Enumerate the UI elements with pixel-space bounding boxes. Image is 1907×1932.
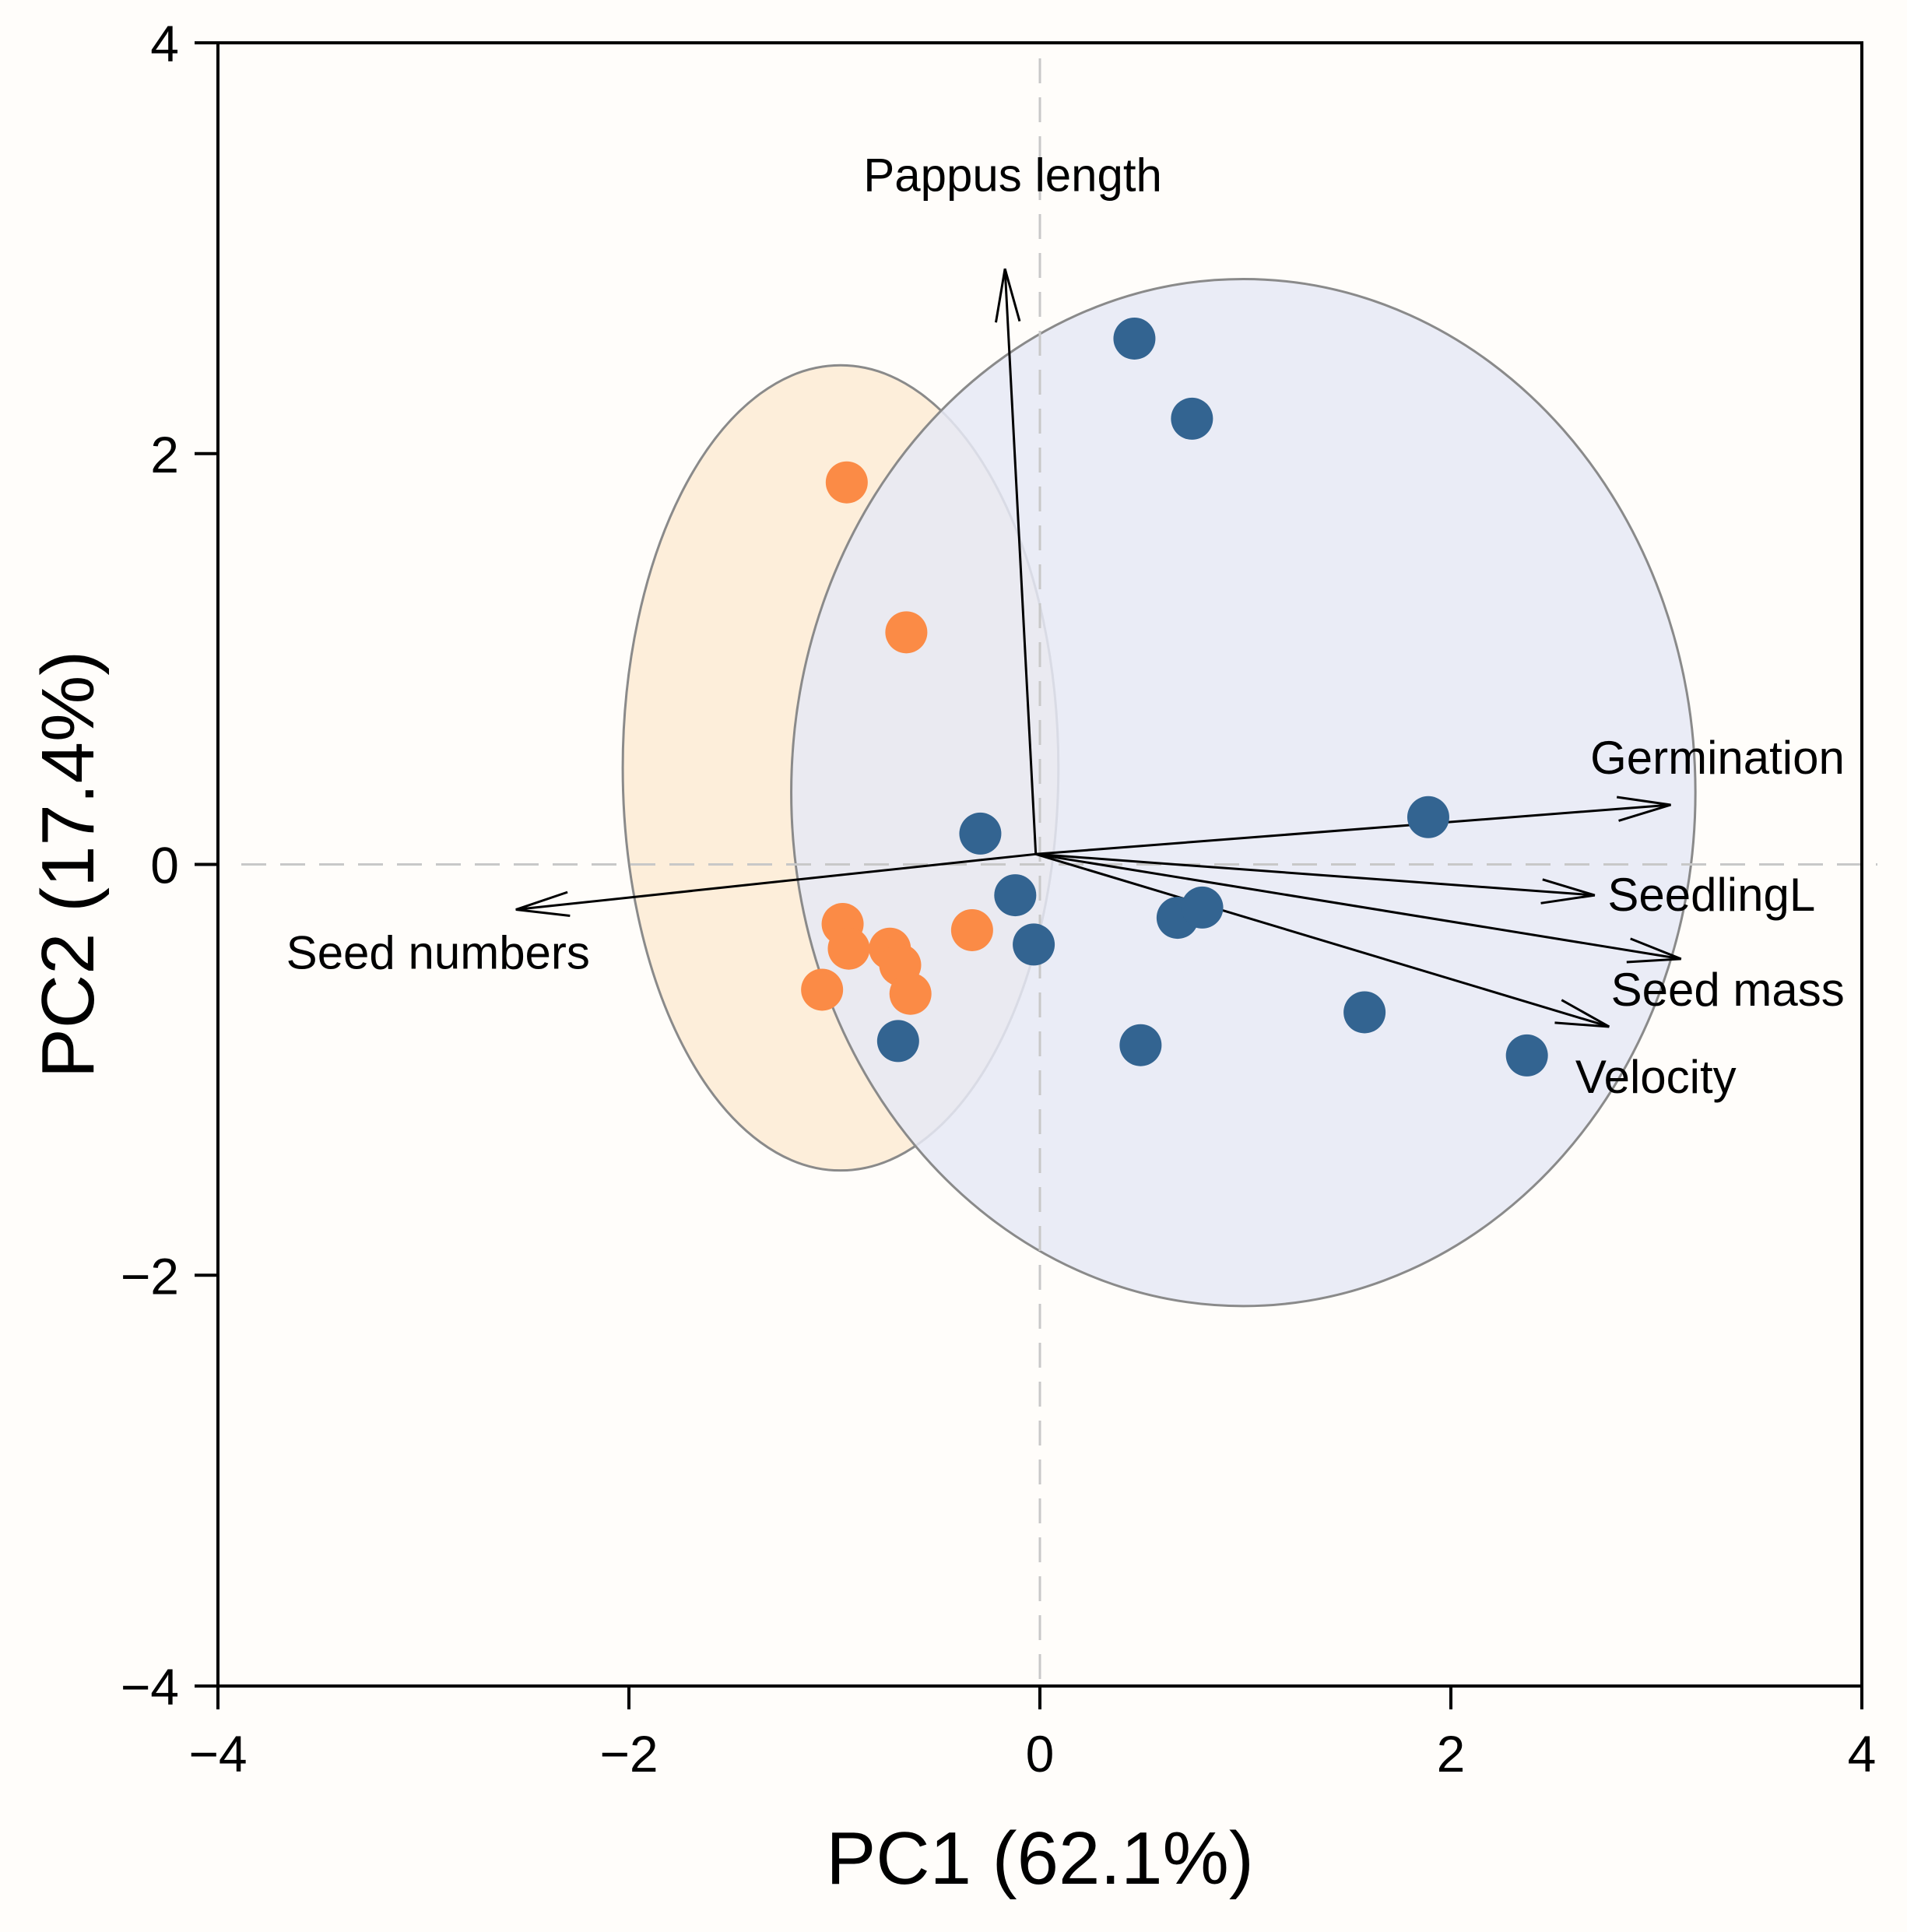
loading-label-germination: Germination (1590, 732, 1845, 784)
y-tick-label: 0 (150, 837, 179, 894)
orange-group-point (825, 461, 868, 504)
y-axis-ticks: −4 −2 0 2 4 (121, 15, 218, 1716)
data-points (801, 317, 1548, 1077)
blue-group-point (959, 812, 1002, 855)
orange-group-point (885, 611, 928, 654)
arrow-seed-mass-head (1626, 937, 1682, 964)
arrow-seed-numbers-head (515, 890, 571, 917)
orange-group-point (889, 972, 932, 1015)
y-tick-label: 2 (150, 426, 179, 483)
arrow-velocity-head (1554, 999, 1610, 1028)
arrow-seed-mass-shaft (1035, 852, 1681, 961)
blue-group-point (1113, 317, 1156, 360)
y-tick-label: 4 (150, 15, 179, 72)
blue-group-point (1171, 397, 1213, 440)
blue-group-point (1505, 1034, 1548, 1077)
orange-group-point (801, 968, 844, 1011)
loading-label-velocity: Velocity (1575, 1051, 1737, 1103)
loading-arrows: Pappus length Seed numbers Germination Seed… (286, 149, 1845, 1103)
arrow-seedlingl-shaft (1035, 852, 1595, 897)
arrow-germination-shaft (1035, 803, 1671, 855)
blue-group-point (1119, 1024, 1162, 1066)
reference-lines (241, 58, 1877, 1686)
x-tick-label: 4 (1848, 1725, 1877, 1783)
x-axis-title: PC1 (62.1%) (826, 1817, 1254, 1900)
arrow-velocity-shaft (1035, 852, 1610, 1028)
x-tick-label: 0 (1026, 1725, 1055, 1783)
loading-label-seed-numbers: Seed numbers (286, 927, 590, 979)
blue-group-point (1013, 923, 1055, 966)
x-tick-label: 2 (1437, 1725, 1466, 1783)
arrow-germination-head (1616, 796, 1671, 822)
loading-label-pappus-length: Pappus length (863, 149, 1162, 201)
x-axis-ticks: −4 −2 0 2 4 (188, 1686, 1876, 1783)
arrow-pappus-length-head (994, 268, 1021, 323)
loading-label-seed-mass: Seed mass (1611, 964, 1845, 1016)
confidence-ellipses (621, 277, 1697, 1308)
blue-group-point (1181, 886, 1224, 929)
arrow-seedlingl-head (1540, 878, 1596, 905)
x-tick-label: −4 (188, 1725, 247, 1783)
y-axis-title: PC2 (17.4%) (26, 651, 110, 1079)
y-tick-label: −4 (121, 1658, 179, 1716)
loading-label-seedlingl: SeedlingL (1607, 869, 1815, 921)
arrow-seed-numbers-shaft (515, 852, 1036, 912)
blue-group-point (1407, 796, 1449, 838)
arrow-pappus-length-shaft (1003, 269, 1038, 855)
blue-group-point (994, 874, 1037, 917)
x-tick-label: −2 (599, 1725, 658, 1783)
blue-group-point (1343, 991, 1386, 1034)
orange-group-point (950, 908, 993, 951)
blue-ellipse (790, 277, 1697, 1308)
orange-group-point (827, 927, 870, 970)
y-tick-label: −2 (121, 1247, 179, 1305)
blue-group-point (876, 1020, 919, 1063)
